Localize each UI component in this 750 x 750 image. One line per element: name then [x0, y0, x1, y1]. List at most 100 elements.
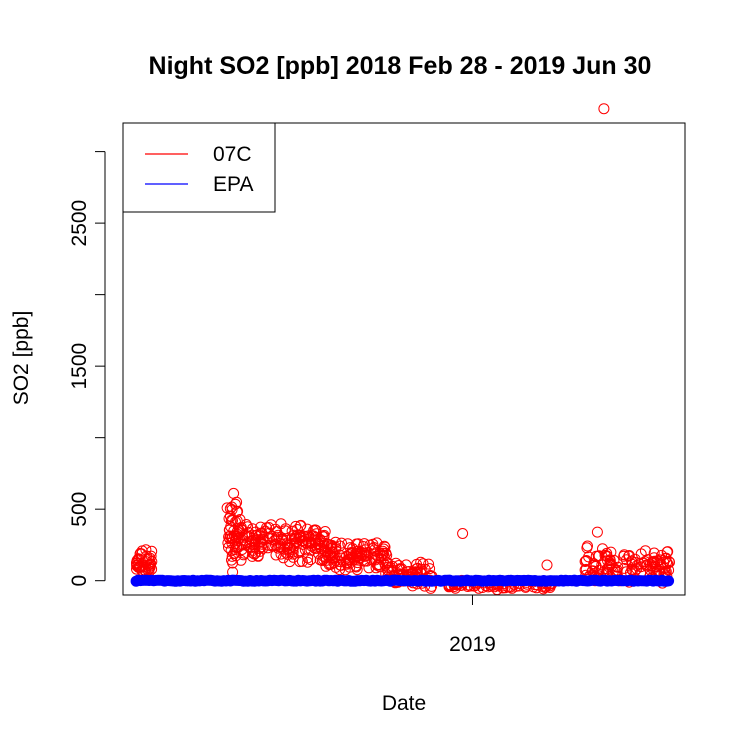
point-07c [240, 519, 252, 530]
point-07c [303, 537, 315, 549]
point-07c [295, 519, 307, 531]
point-07c [228, 487, 240, 499]
point-07c [641, 559, 653, 571]
point-07c [359, 544, 371, 556]
point-07c [347, 543, 359, 554]
point-07c [141, 550, 153, 562]
point-07c [354, 552, 366, 564]
point-07c [618, 562, 630, 574]
y-tick-label: 0 [68, 575, 91, 587]
x-axis: 2019 [449, 595, 496, 656]
point-07c [604, 554, 616, 566]
point-07c [225, 544, 237, 556]
point-07c [263, 527, 275, 539]
point-07c [579, 564, 591, 576]
point-07c [646, 557, 658, 569]
chart-title: Night SO2 [ppb] 2018 Feb 28 - 2019 Jun 3… [149, 52, 652, 80]
point-07c [593, 564, 605, 576]
point-07c [228, 525, 240, 537]
point-07c [230, 531, 242, 543]
point-07c [368, 544, 380, 556]
legend-label-07c: 07C [213, 143, 252, 166]
point-07c [541, 559, 553, 571]
point-07c [457, 528, 469, 539]
point-07c [623, 550, 635, 562]
point-epa [663, 575, 675, 587]
point-07c [334, 540, 346, 552]
point-07c [310, 528, 322, 540]
point-07c [134, 547, 146, 559]
series-epa-points [130, 574, 675, 587]
point-07c [639, 545, 651, 557]
point-07c [644, 558, 656, 570]
point-07c [377, 545, 389, 557]
point-07c [262, 542, 274, 554]
point-07c [275, 518, 287, 530]
point-07c [593, 550, 605, 562]
point-07c [247, 547, 259, 559]
point-07c [263, 533, 275, 544]
point-07c [236, 539, 248, 551]
x-axis-label: Date [382, 692, 426, 715]
point-07c [367, 538, 379, 550]
point-07c [302, 556, 314, 568]
point-07c [305, 554, 317, 566]
y-tick-label: 2500 [68, 200, 91, 247]
point-07c [248, 539, 260, 551]
point-07c [375, 550, 387, 562]
point-07c [235, 554, 247, 566]
point-07c [243, 530, 255, 542]
legend: 07C EPA [122, 122, 276, 213]
point-07c [591, 526, 603, 538]
point-07c [325, 540, 337, 552]
point-07c [133, 560, 145, 572]
point-07c [601, 550, 613, 562]
point-07c [350, 560, 362, 572]
point-07c [291, 524, 303, 535]
series-07c-points [131, 103, 675, 596]
point-07c [386, 560, 398, 572]
point-07c [261, 522, 272, 534]
legend-box [122, 122, 276, 213]
point-07c [282, 549, 294, 560]
point-07c [358, 538, 370, 550]
point-07c [330, 541, 342, 553]
point-07c [601, 551, 613, 563]
point-07c [358, 555, 370, 567]
point-07c [339, 564, 351, 576]
y-axis: 0 500 1500 2500 [68, 151, 106, 587]
point-07c [143, 553, 155, 565]
point-07c [322, 538, 334, 550]
point-07c [249, 548, 260, 560]
point-07c [324, 557, 335, 569]
point-07c [581, 542, 593, 554]
point-07c [144, 552, 156, 564]
point-07c [131, 563, 142, 575]
point-07c [226, 501, 238, 513]
point-07c [303, 530, 315, 542]
point-07c [302, 552, 314, 564]
plot-frame [122, 122, 686, 596]
point-07c [131, 558, 143, 569]
point-07c [583, 551, 595, 563]
y-axis-label: SO2 [ppb] [10, 311, 33, 406]
point-07c [626, 563, 638, 575]
point-07c [648, 552, 660, 564]
point-07c [284, 556, 296, 568]
y-tick-label: 1500 [68, 343, 91, 390]
point-07c [662, 546, 674, 558]
point-07c [247, 523, 258, 535]
point-07c [618, 550, 630, 562]
x-tick-label: 2019 [449, 633, 496, 656]
point-07c [343, 553, 355, 565]
point-07c [335, 552, 347, 564]
point-07c [335, 559, 347, 571]
point-07c [222, 537, 234, 549]
y-tick-label: 500 [68, 492, 91, 527]
legend-label-epa: EPA [213, 173, 253, 196]
point-07c [322, 546, 334, 558]
point-07c [662, 558, 674, 569]
point-07c [287, 548, 299, 560]
point-07c [360, 549, 371, 561]
